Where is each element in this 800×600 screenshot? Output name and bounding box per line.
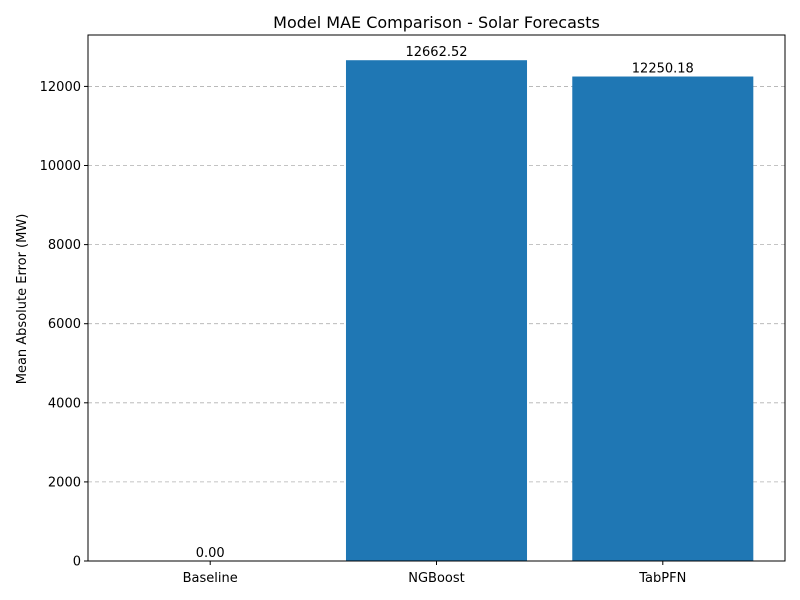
chart-title: Model MAE Comparison - Solar Forecasts — [273, 13, 600, 32]
bar-value-label: 0.00 — [196, 546, 225, 561]
bar-value-label: 12250.18 — [632, 62, 694, 77]
y-tick-label: 12000 — [40, 80, 81, 95]
y-tick-label: 2000 — [48, 475, 81, 490]
bar-value-labels: 0.00 12662.52 12250.18 — [196, 45, 694, 561]
y-axis-label: Mean Absolute Error (MW) — [15, 214, 30, 385]
y-tick-label: 0 — [73, 555, 81, 570]
x-tick-label: TabPFN — [638, 571, 686, 586]
x-tick-label: Baseline — [183, 571, 238, 586]
y-tick-label: 4000 — [48, 396, 81, 411]
bars — [345, 60, 754, 562]
bar-value-label: 12662.52 — [405, 45, 467, 60]
plot-area-frame — [87, 34, 786, 562]
bar-ngboost — [345, 60, 528, 562]
axis-ticks: 0 2000 4000 6000 8000 10000 12000 Baseline NGBoo… — [40, 80, 687, 586]
y-tick-label: 10000 — [40, 159, 81, 174]
x-tick-label: NGBoost — [408, 571, 465, 586]
y-tick-label: 6000 — [48, 317, 81, 332]
y-tick-label: 8000 — [48, 238, 81, 253]
bar-tabpfn — [572, 76, 754, 561]
